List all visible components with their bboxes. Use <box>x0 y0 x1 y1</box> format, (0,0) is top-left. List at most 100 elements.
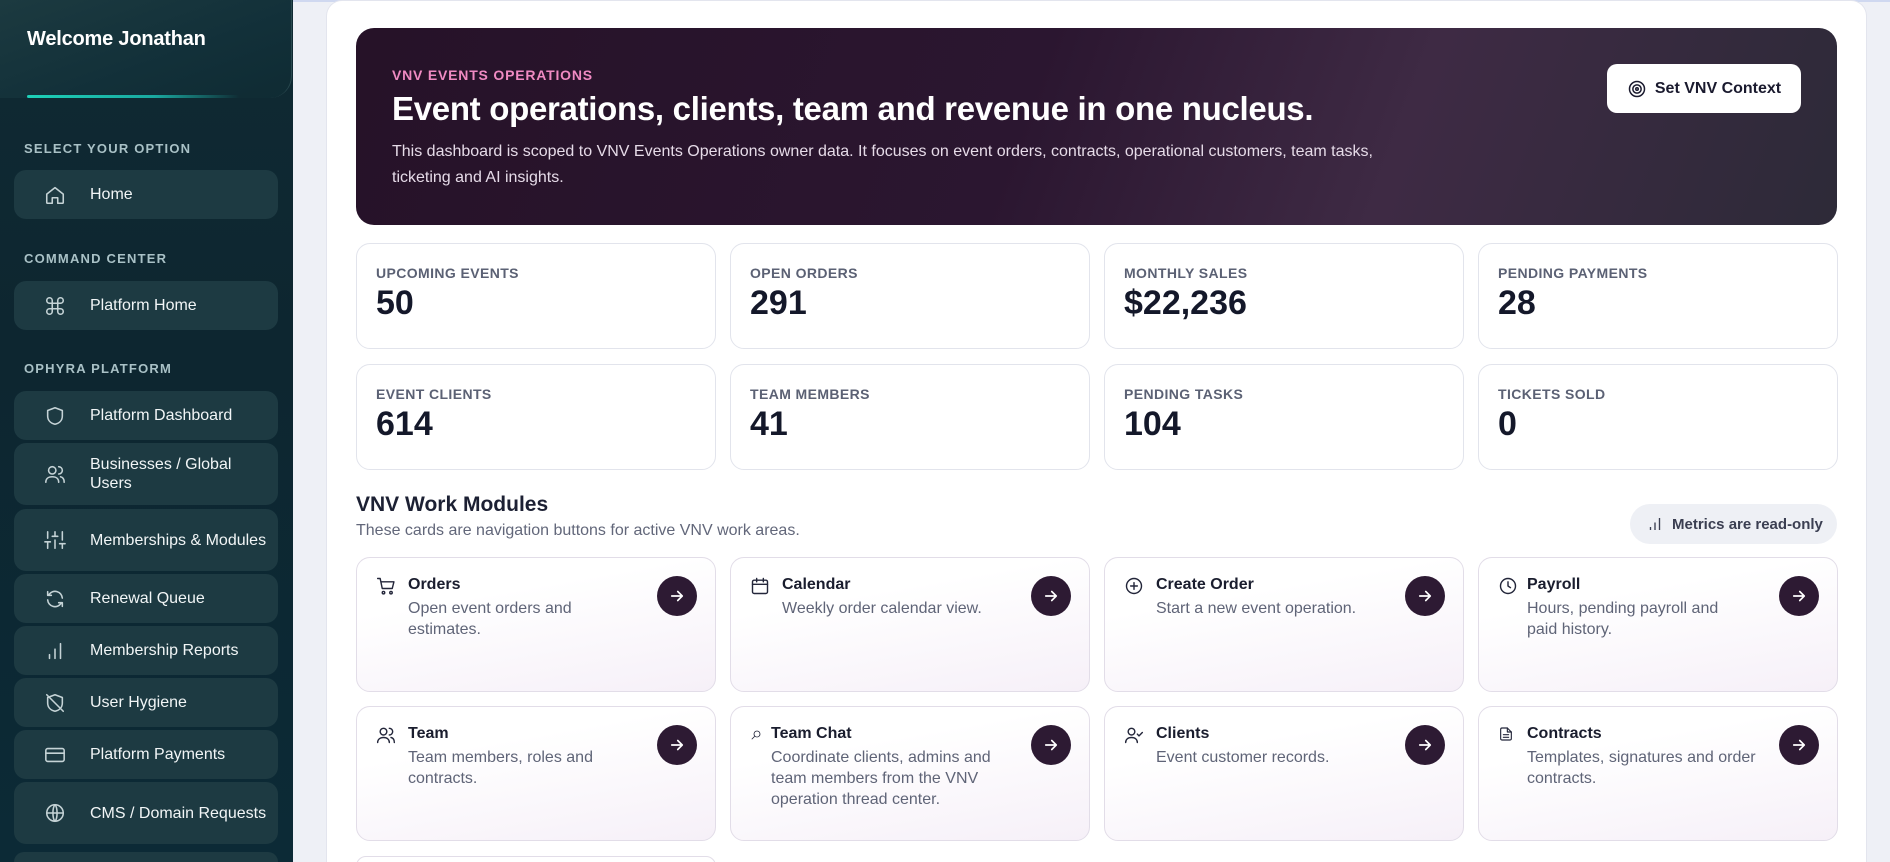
sidebar-item-label: CMS / Domain Requests <box>90 804 267 822</box>
stat-card-pending-payments: PENDING PAYMENTS 28 <box>1478 243 1838 349</box>
section-label-command: COMMAND CENTER <box>24 251 168 266</box>
stat-value: 104 <box>1124 405 1181 443</box>
set-context-label: Set VNV Context <box>1654 79 1782 97</box>
stat-label: TICKETS SOLD <box>1498 386 1606 402</box>
module-card-payroll[interactable]: Payroll Hours, pending payroll and paid … <box>1478 557 1838 692</box>
sidebar-item-label: Renewal Queue <box>90 590 205 607</box>
section-label-platform: OPHYRA PLATFORM <box>24 361 172 376</box>
sidebar-item-label: Memberships & Modules <box>90 531 267 549</box>
stat-label: UPCOMING EVENTS <box>376 265 519 281</box>
globe-icon <box>43 801 67 825</box>
sidebar-item-label: Home <box>90 186 133 203</box>
sidebar-item-home[interactable]: Home <box>14 170 278 219</box>
readonly-label: Metrics are read-only <box>1672 515 1823 533</box>
module-title: Orders <box>408 576 461 593</box>
sliders-icon <box>43 528 67 552</box>
shield-off-icon <box>43 691 67 715</box>
credit-card-icon <box>43 743 67 767</box>
stat-value: 0 <box>1498 405 1517 443</box>
shield-icon <box>43 404 67 428</box>
users-icon <box>376 725 398 747</box>
section-label-select: SELECT YOUR OPTION <box>24 141 192 156</box>
hero-banner: VNV EVENTS OPERATIONS Event operations, … <box>356 28 1837 225</box>
module-title: Clients <box>1156 725 1210 742</box>
stat-value: 41 <box>750 405 788 443</box>
arrow-right-icon[interactable] <box>657 725 697 765</box>
file-text-icon <box>1498 725 1520 747</box>
bar-chart-icon <box>43 639 67 663</box>
refresh-icon <box>43 587 67 611</box>
module-card-team[interactable]: Team Team members, roles and contracts. <box>356 706 716 841</box>
module-title: Contracts <box>1527 725 1602 742</box>
welcome-text: Welcome Jonathan <box>27 28 206 50</box>
users-icon <box>43 462 67 486</box>
arrow-right-icon[interactable] <box>1779 725 1819 765</box>
arrow-right-icon[interactable] <box>1779 576 1819 616</box>
stat-card-pending-tasks: PENDING TASKS 104 <box>1104 364 1464 470</box>
module-card-clients[interactable]: Clients Event customer records. <box>1104 706 1464 841</box>
sidebar-item-cms-domain[interactable]: CMS / Domain Requests <box>14 782 278 844</box>
user-check-icon <box>1124 725 1146 747</box>
plus-circle-icon <box>1124 576 1146 598</box>
sidebar-item-label: Platform Home <box>90 297 197 314</box>
sidebar-item-businesses[interactable]: Businesses / Global Users <box>14 443 278 505</box>
arrow-right-icon[interactable] <box>1031 576 1071 616</box>
stat-label: OPEN ORDERS <box>750 265 858 281</box>
readonly-badge: Metrics are read-only <box>1630 504 1837 544</box>
module-description: Open event orders and estimates. <box>408 600 572 638</box>
stat-card-event-clients: EVENT CLIENTS 614 <box>356 364 716 470</box>
sidebar-item-membership-reports[interactable]: Membership Reports <box>14 626 278 675</box>
stat-card-open-orders: OPEN ORDERS 291 <box>730 243 1090 349</box>
modules-title: VNV Work Modules <box>356 493 549 516</box>
sidebar-item-platform-payments[interactable]: Platform Payments <box>14 730 278 779</box>
stat-label: EVENT CLIENTS <box>376 386 492 402</box>
module-title: Team Chat <box>771 725 852 742</box>
module-card-create-order[interactable]: Create Order Start a new event operation… <box>1104 557 1464 692</box>
stat-card-upcoming-events: UPCOMING EVENTS 50 <box>356 243 716 349</box>
sidebar-item-renewal-queue[interactable]: Renewal Queue <box>14 574 278 623</box>
modules-subtitle: These cards are navigation buttons for a… <box>356 522 800 539</box>
module-card-orders[interactable]: Orders Open event orders and estimates. <box>356 557 716 692</box>
sidebar-item-label: Membership Reports <box>90 642 239 659</box>
module-card-calendar[interactable]: Calendar Weekly order calendar view. <box>730 557 1090 692</box>
sidebar-item-label: Businesses / Global Users <box>90 456 232 492</box>
stat-value: 291 <box>750 284 807 322</box>
stat-label: TEAM MEMBERS <box>750 386 870 402</box>
set-context-button[interactable]: Set VNV Context <box>1607 64 1801 113</box>
module-description: Coordinate clients, admins and team memb… <box>771 749 991 808</box>
sidebar-item-platform-dashboard[interactable]: Platform Dashboard <box>14 391 278 440</box>
module-description: Weekly order calendar view. <box>782 600 982 617</box>
module-description: Start a new event operation. <box>1156 600 1357 617</box>
sidebar-item-user-hygiene[interactable]: User Hygiene <box>14 678 278 727</box>
stat-value: 614 <box>376 405 433 443</box>
module-card-partial[interactable] <box>356 856 716 862</box>
stat-value: 28 <box>1498 284 1536 322</box>
stat-card-tickets-sold: TICKETS SOLD 0 <box>1478 364 1838 470</box>
stat-value: $22,236 <box>1124 284 1247 322</box>
sidebar: Welcome Jonathan SELECT YOUR OPTION Home… <box>0 0 293 862</box>
cart-icon <box>376 576 398 598</box>
stat-card-team-members: TEAM MEMBERS 41 <box>730 364 1090 470</box>
stat-label: PENDING PAYMENTS <box>1498 265 1648 281</box>
module-title: Team <box>408 725 449 742</box>
arrow-right-icon[interactable] <box>657 576 697 616</box>
bar-chart-icon <box>1646 515 1664 533</box>
module-card-team-chat[interactable]: Team Chat Coordinate clients, admins and… <box>730 706 1090 841</box>
sidebar-item-partial[interactable] <box>14 852 278 862</box>
module-card-contracts[interactable]: Contracts Templates, signatures and orde… <box>1478 706 1838 841</box>
calendar-icon <box>750 576 772 598</box>
sidebar-item-label: Platform Dashboard <box>90 407 233 424</box>
module-description: Team members, roles and contracts. <box>408 749 593 787</box>
arrow-right-icon[interactable] <box>1031 725 1071 765</box>
arrow-right-icon[interactable] <box>1405 576 1445 616</box>
stat-label: PENDING TASKS <box>1124 386 1244 402</box>
welcome-underline <box>27 95 239 98</box>
search-icon <box>750 725 772 747</box>
home-icon <box>43 183 67 207</box>
module-title: Payroll <box>1527 576 1581 593</box>
sidebar-item-memberships[interactable]: Memberships & Modules <box>14 509 278 571</box>
hero-title: Event operations, clients, team and reve… <box>392 90 1314 127</box>
sidebar-item-platform-home[interactable]: Platform Home <box>14 281 278 330</box>
arrow-right-icon[interactable] <box>1405 725 1445 765</box>
module-description: Event customer records. <box>1156 749 1330 766</box>
